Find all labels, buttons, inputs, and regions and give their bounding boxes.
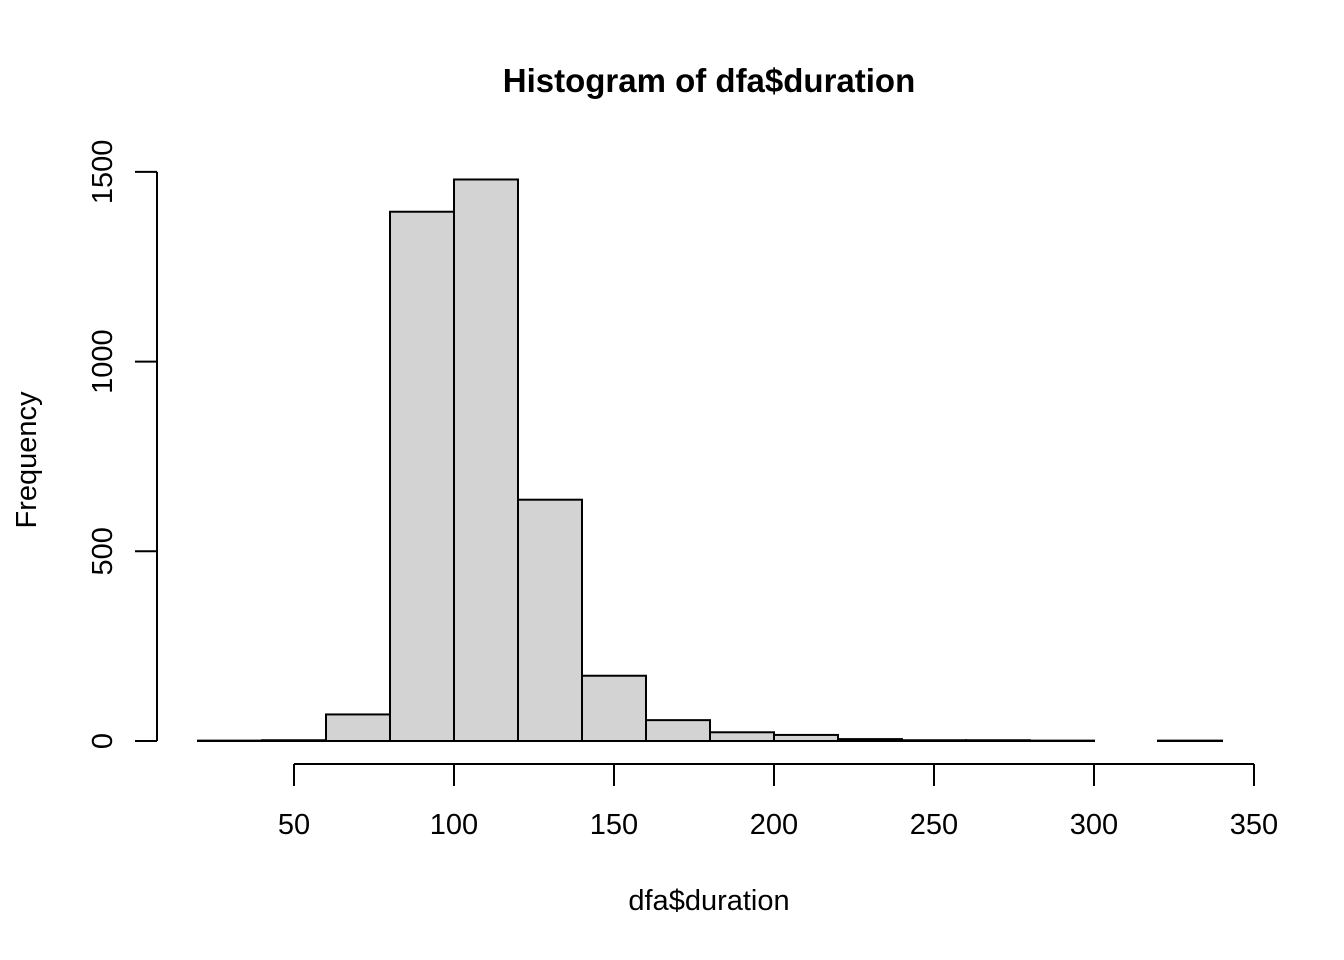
histogram-bar [389, 210, 455, 742]
histogram-bar [325, 713, 391, 743]
x-tick-label: 200 [750, 809, 798, 841]
bars-group [197, 178, 1223, 743]
x-axis: 50 100 150 200 250 300 350 [278, 763, 1278, 841]
y-tick-label: 0 [87, 733, 119, 749]
histogram-bar [837, 738, 903, 743]
histogram-bar [581, 674, 647, 743]
y-tick-label: 1500 [87, 140, 119, 205]
histogram-bar [709, 731, 775, 743]
histogram-bar [261, 739, 327, 743]
chart-title: Histogram of dfa$duration [503, 62, 916, 99]
x-tick-label: 150 [590, 809, 638, 841]
y-axis-label: Frequency [11, 391, 43, 529]
x-tick-label: 350 [1230, 809, 1278, 841]
x-axis-label: dfa$duration [628, 885, 789, 917]
x-tick-label: 300 [1070, 809, 1118, 841]
histogram-bar [773, 733, 839, 743]
histogram-bar [901, 739, 967, 743]
x-tick-label: 250 [910, 809, 958, 841]
histogram-bar [645, 719, 711, 742]
histogram-bar [965, 739, 1031, 743]
x-tick-label: 100 [430, 809, 478, 841]
histogram-bar [453, 178, 519, 743]
x-tick-label: 50 [278, 809, 310, 841]
y-tick-label: 1000 [87, 329, 119, 394]
histogram-bar [517, 498, 583, 742]
y-tick-label: 500 [87, 527, 119, 575]
y-axis: 0 500 1000 1500 [87, 140, 158, 749]
